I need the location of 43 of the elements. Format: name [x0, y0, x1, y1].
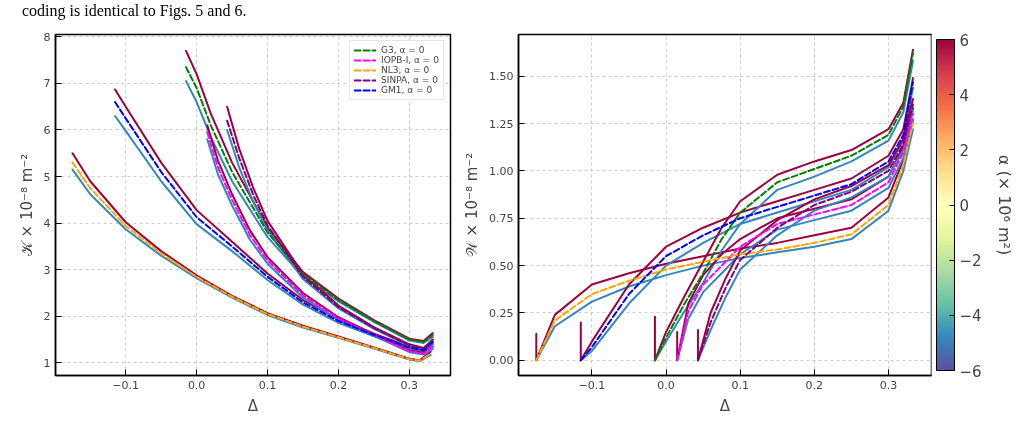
x-tick-label: 0.3 [879, 378, 898, 392]
x-tick-label: 0.1 [258, 378, 277, 392]
y-tick-label: 1.00 [489, 164, 514, 178]
y-tick-label: 2 [43, 310, 51, 324]
y-tick-label: 6 [43, 124, 51, 137]
y-axis-title: 𝒲 × 10⁻⁸ m⁻² [463, 152, 482, 258]
y-tick-label: 3 [43, 263, 51, 277]
legend-label: SINPA, α = 0 [381, 75, 438, 85]
y-tick-label: 0.50 [489, 259, 514, 273]
x-tick-label: 0.0 [187, 378, 206, 392]
y-tick-label: 0.00 [489, 354, 514, 368]
y-tick-label: 1 [43, 356, 51, 370]
legend-label: G3, α = 0 [381, 45, 425, 55]
color-bar-title: α (× 10⁶ m²) [994, 154, 1014, 256]
color-bar-label: 4 [959, 86, 970, 105]
x-tick-label: 0.1 [731, 378, 749, 392]
legend-label: IOPB-I, α = 0 [381, 55, 439, 65]
x-tick-label: 0.0 [657, 378, 675, 392]
x-axis-title: Δ [247, 396, 259, 415]
color-bar-label: 6 [959, 31, 970, 50]
legend-label: GM1, α = 0 [381, 85, 433, 95]
legend-label: NL3, α = 0 [381, 65, 430, 75]
x-axis-title: Δ [719, 396, 731, 415]
color-bar-label: 0 [959, 197, 970, 215]
y-tick-label: 0.75 [489, 212, 514, 226]
color-bar-label: −2 [959, 252, 982, 271]
color-bar-label: −4 [959, 307, 982, 326]
x-tick-label: −0.1 [112, 378, 140, 392]
color-bar-label: −6 [959, 362, 982, 381]
x-tick-label: 0.3 [400, 378, 419, 392]
y-tick-label: 0.25 [489, 306, 514, 320]
y-tick-label: 8 [43, 30, 51, 44]
y-tick-label: 7 [43, 77, 51, 91]
x-tick-label: 0.2 [805, 378, 824, 392]
x-tick-label: −0.1 [578, 378, 606, 392]
y-axis-title: 𝒦 × 10⁻⁸ m⁻² [17, 153, 36, 257]
y-tick-label: 1.50 [489, 70, 514, 84]
x-tick-label: 0.2 [329, 378, 348, 392]
y-tick-label: 5 [43, 170, 51, 184]
text: coding is identical to Figs. 5 and 6. [22, 1, 247, 22]
color-bar-label: 2 [959, 141, 970, 160]
y-tick-label: 1.25 [489, 117, 514, 131]
y-tick-label: 4 [43, 217, 51, 231]
